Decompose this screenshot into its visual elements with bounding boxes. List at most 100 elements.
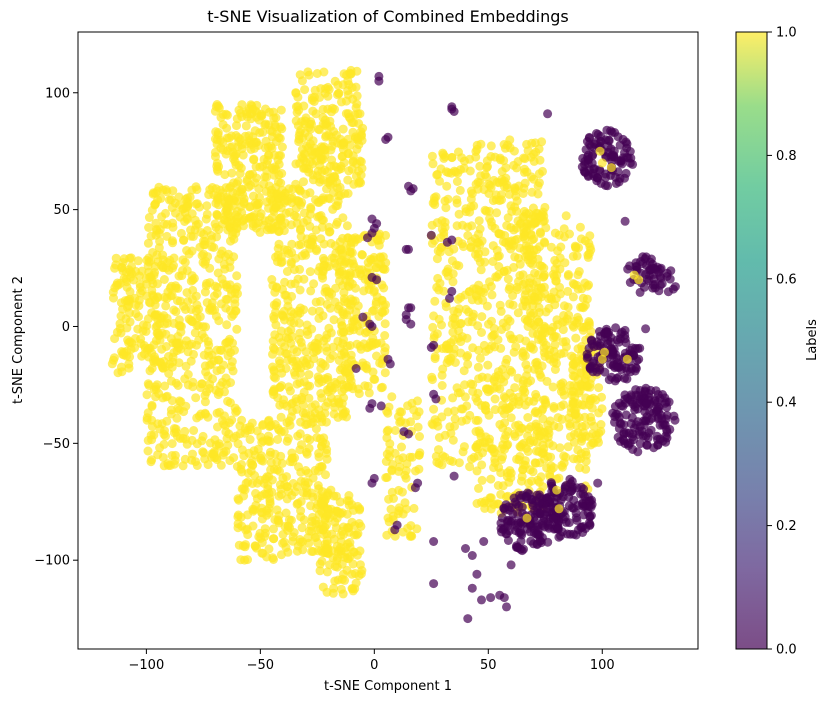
point-label-1 — [304, 132, 314, 142]
point-label-1 — [176, 228, 186, 238]
point-label-1 — [314, 306, 324, 316]
point-label-1 — [307, 232, 317, 242]
point-label-0 — [358, 312, 368, 322]
point-label-0 — [659, 419, 669, 429]
point-label-1 — [330, 297, 340, 307]
point-label-0 — [655, 280, 665, 290]
point-label-1 — [450, 421, 459, 431]
point-label-1 — [343, 109, 353, 119]
point-label-1 — [580, 278, 590, 288]
point-label-1 — [152, 250, 162, 260]
point-label-1 — [372, 338, 382, 348]
point-label-1 — [161, 362, 171, 372]
point-label-1 — [280, 277, 290, 287]
point-label-1 — [441, 203, 451, 213]
point-label-0 — [630, 423, 639, 433]
point-label-0 — [374, 76, 384, 86]
point-label-1 — [202, 387, 212, 397]
point-label-1 — [263, 416, 273, 426]
point-label-1 — [291, 116, 301, 126]
point-label-1 — [345, 373, 355, 383]
point-label-1 — [563, 286, 573, 296]
point-label-1 — [491, 272, 501, 282]
point-label-0 — [367, 322, 377, 331]
point-label-1 — [118, 349, 128, 359]
point-label-0 — [606, 337, 616, 347]
point-label-1 — [554, 504, 564, 514]
point-label-1 — [385, 445, 395, 455]
point-label-1 — [569, 437, 579, 447]
point-label-1 — [384, 494, 394, 504]
point-label-1 — [220, 170, 230, 180]
point-label-1 — [485, 493, 495, 503]
point-label-1 — [306, 204, 316, 214]
point-label-1 — [258, 127, 268, 137]
point-label-1 — [227, 312, 237, 321]
point-label-1 — [508, 300, 518, 310]
point-label-1 — [380, 368, 390, 378]
point-label-0 — [426, 230, 436, 240]
point-label-1 — [357, 250, 367, 259]
point-label-0 — [527, 498, 537, 508]
point-label-1 — [305, 267, 315, 277]
point-label-1 — [559, 451, 569, 461]
point-label-1 — [506, 413, 516, 423]
point-label-1 — [257, 508, 267, 518]
point-label-1 — [336, 161, 346, 171]
point-label-1 — [281, 508, 291, 518]
point-label-1 — [224, 195, 234, 205]
point-label-1 — [148, 189, 158, 199]
point-label-1 — [205, 379, 215, 389]
point-label-1 — [151, 382, 161, 392]
point-label-0 — [365, 403, 375, 413]
point-label-1 — [144, 223, 154, 232]
point-label-1 — [467, 221, 477, 231]
point-label-1 — [503, 213, 513, 223]
point-label-1 — [473, 415, 483, 425]
point-label-1 — [463, 351, 473, 360]
point-label-1 — [169, 318, 179, 328]
point-label-1 — [334, 397, 344, 407]
point-label-1 — [474, 374, 484, 384]
point-label-0 — [442, 237, 452, 247]
point-label-0 — [579, 510, 589, 520]
point-label-1 — [222, 320, 232, 330]
point-label-0 — [593, 478, 603, 488]
point-label-1 — [465, 410, 475, 420]
point-label-1 — [559, 390, 569, 400]
point-label-0 — [406, 186, 416, 196]
point-label-1 — [524, 478, 533, 488]
point-label-1 — [211, 184, 221, 194]
point-label-1 — [356, 344, 366, 354]
point-label-1 — [427, 375, 437, 385]
point-label-1 — [253, 444, 263, 454]
point-label-1 — [223, 225, 233, 235]
point-label-1 — [301, 347, 311, 357]
point-label-1 — [320, 539, 330, 549]
point-label-1 — [274, 151, 284, 160]
point-label-0 — [543, 109, 553, 119]
point-label-1 — [525, 465, 535, 475]
point-label-0 — [512, 523, 522, 533]
point-label-1 — [152, 279, 162, 289]
point-label-1 — [498, 452, 507, 462]
point-label-1 — [186, 356, 196, 366]
point-label-1 — [581, 393, 591, 403]
point-label-1 — [297, 523, 307, 533]
point-label-1 — [181, 401, 191, 411]
point-label-1 — [325, 227, 335, 237]
point-label-0 — [612, 353, 622, 363]
colorbar — [736, 32, 767, 649]
point-label-1 — [457, 153, 467, 163]
point-label-0 — [535, 509, 545, 518]
point-label-1 — [503, 274, 513, 284]
point-label-1 — [288, 536, 298, 546]
point-label-1 — [322, 587, 332, 597]
point-label-1 — [564, 270, 573, 279]
point-label-0 — [548, 514, 558, 524]
point-label-1 — [498, 481, 508, 491]
point-label-1 — [298, 153, 308, 163]
point-label-1 — [168, 218, 178, 228]
point-label-1 — [412, 524, 422, 534]
point-label-1 — [403, 523, 413, 533]
